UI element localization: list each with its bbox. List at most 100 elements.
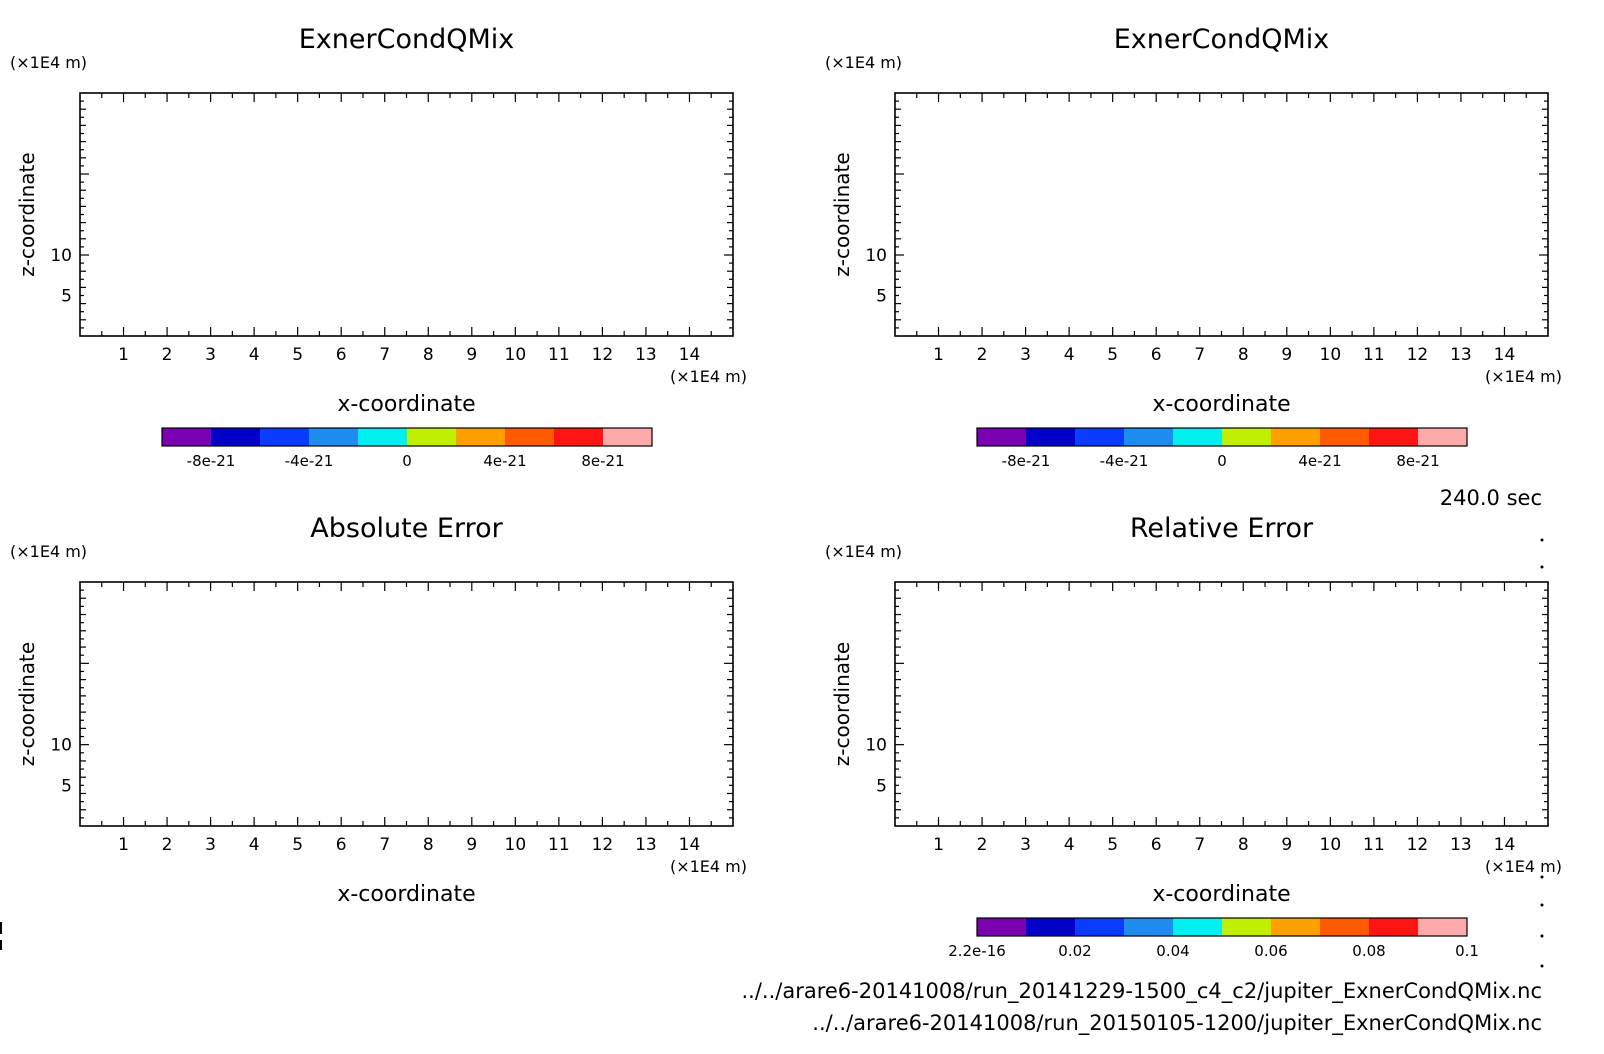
x-tick-label: 1 bbox=[933, 345, 944, 365]
panel-title: Absolute Error bbox=[310, 513, 503, 544]
x-axis-label: x-coordinate bbox=[337, 882, 475, 907]
colorbar-swatch bbox=[977, 428, 1026, 446]
y-axis-label: z-coordinate bbox=[830, 642, 854, 766]
y-unit-label: (×1E4 m) bbox=[825, 53, 902, 72]
x-tick-label: 14 bbox=[679, 345, 701, 365]
x-tick-label: 14 bbox=[1494, 345, 1516, 365]
file-path-1: ../../arare6-20141008/run_20141229-1500_… bbox=[741, 979, 1542, 1004]
x-tick-label: 4 bbox=[249, 345, 260, 365]
colorbar-swatch bbox=[1026, 428, 1075, 446]
time-label: 240.0 sec bbox=[1440, 486, 1542, 510]
colorbar-label: 4e-21 bbox=[483, 452, 526, 470]
x-tick-label: 3 bbox=[1020, 835, 1031, 855]
colorbar-swatch bbox=[407, 428, 456, 446]
colorbar-label: 2.2e-16 bbox=[948, 942, 1006, 960]
plot-frame bbox=[79, 92, 734, 337]
plot-frame bbox=[894, 92, 1549, 337]
x-tick-label: 6 bbox=[1151, 835, 1162, 855]
colorbar-swatch bbox=[1271, 918, 1320, 936]
colorbar-swatch bbox=[309, 428, 358, 446]
x-tick-label: 13 bbox=[635, 345, 657, 365]
colorbar-swatch bbox=[1418, 918, 1467, 936]
x-tick-label: 10 bbox=[505, 345, 527, 365]
x-tick-label: 4 bbox=[1064, 835, 1075, 855]
x-tick-label: 12 bbox=[1407, 345, 1429, 365]
colorbar-label: 4e-21 bbox=[1298, 452, 1341, 470]
x-tick-label: 4 bbox=[1064, 345, 1075, 365]
x-tick-label: 12 bbox=[1407, 835, 1429, 855]
x-tick-label: 13 bbox=[1450, 345, 1472, 365]
x-unit-label: (×1E4 m) bbox=[670, 367, 747, 386]
colorbar-label: 8e-21 bbox=[1396, 452, 1439, 470]
colorbar-swatch bbox=[1369, 918, 1418, 936]
x-tick-label: 9 bbox=[1281, 345, 1292, 365]
y-axis-label: z-coordinate bbox=[15, 152, 39, 276]
colorbar-swatch bbox=[1026, 918, 1075, 936]
x-tick-label: 9 bbox=[1281, 835, 1292, 855]
y-tick-label: 10 bbox=[865, 736, 887, 756]
colorbar-swatch bbox=[211, 428, 260, 446]
colorbar-swatch bbox=[260, 428, 309, 446]
colorbar-swatch bbox=[162, 428, 211, 446]
x-tick-label: 13 bbox=[1450, 835, 1472, 855]
x-tick-label: 2 bbox=[977, 345, 988, 365]
x-tick-label: 3 bbox=[205, 345, 216, 365]
panel-title: Relative Error bbox=[1130, 513, 1314, 544]
colorbar-frame bbox=[161, 427, 653, 447]
x-tick-label: 14 bbox=[679, 835, 701, 855]
x-tick-label: 6 bbox=[336, 345, 347, 365]
x-tick-label: 6 bbox=[1151, 345, 1162, 365]
edge-dot bbox=[1540, 964, 1544, 968]
x-tick-label: 11 bbox=[548, 835, 570, 855]
x-unit-label: (×1E4 m) bbox=[1485, 857, 1562, 876]
x-axis-label: x-coordinate bbox=[1152, 882, 1290, 907]
x-tick-label: 8 bbox=[423, 345, 434, 365]
colorbar-label: -8e-21 bbox=[1002, 452, 1051, 470]
colorbar-label: 0.06 bbox=[1254, 942, 1287, 960]
x-tick-label: 8 bbox=[1238, 345, 1249, 365]
y-tick-label: 5 bbox=[61, 776, 72, 796]
x-tick-label: 11 bbox=[548, 345, 570, 365]
x-tick-label: 5 bbox=[292, 835, 303, 855]
x-tick-label: 13 bbox=[635, 835, 657, 855]
y-tick-label: 5 bbox=[61, 287, 72, 307]
x-tick-label: 9 bbox=[466, 345, 477, 365]
colorbar-swatch bbox=[358, 428, 407, 446]
colorbar-label: 0.02 bbox=[1058, 942, 1091, 960]
y-tick-label: 10 bbox=[50, 736, 72, 756]
x-tick-label: 7 bbox=[379, 835, 390, 855]
edge-dot bbox=[1540, 565, 1544, 569]
x-tick-label: 14 bbox=[1494, 835, 1516, 855]
x-tick-label: 1 bbox=[933, 835, 944, 855]
x-tick-label: 1 bbox=[118, 835, 129, 855]
x-tick-label: 12 bbox=[592, 835, 614, 855]
y-unit-label: (×1E4 m) bbox=[10, 53, 87, 72]
colorbar-label: 0.08 bbox=[1352, 942, 1385, 960]
x-tick-label: 10 bbox=[1320, 835, 1342, 855]
colorbar-swatch bbox=[505, 428, 554, 446]
x-tick-label: 8 bbox=[423, 835, 434, 855]
x-tick-label: 3 bbox=[205, 835, 216, 855]
colorbar-swatch bbox=[1320, 428, 1369, 446]
y-unit-label: (×1E4 m) bbox=[10, 542, 87, 561]
x-tick-label: 7 bbox=[1194, 835, 1205, 855]
edge-dot bbox=[1540, 934, 1544, 938]
plot-frame bbox=[79, 581, 734, 827]
x-tick-label: 2 bbox=[977, 835, 988, 855]
colorbar-swatch bbox=[554, 428, 603, 446]
x-tick-label: 5 bbox=[292, 345, 303, 365]
edge-dot bbox=[1540, 875, 1544, 879]
colorbar-swatch bbox=[1369, 428, 1418, 446]
colorbar-swatch bbox=[1124, 918, 1173, 936]
plot-frame bbox=[894, 581, 1549, 827]
y-tick-label: 10 bbox=[865, 246, 887, 266]
x-tick-label: 9 bbox=[466, 835, 477, 855]
x-unit-label: (×1E4 m) bbox=[670, 857, 747, 876]
y-tick-label: 10 bbox=[50, 246, 72, 266]
colorbar-swatch bbox=[1173, 428, 1222, 446]
colorbar-swatch bbox=[1418, 428, 1467, 446]
file-path-2: ../../arare6-20141008/run_20150105-1200/… bbox=[812, 1011, 1542, 1036]
x-axis-label: x-coordinate bbox=[1152, 392, 1290, 417]
x-tick-label: 3 bbox=[1020, 345, 1031, 365]
colorbar-swatch bbox=[1075, 428, 1124, 446]
